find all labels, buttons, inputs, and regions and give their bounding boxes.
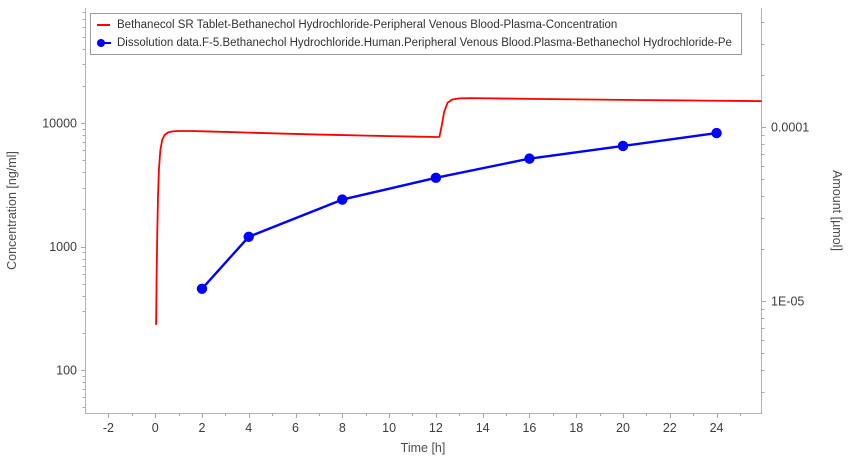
x-axis-label: Time [h] xyxy=(401,441,446,455)
blue-circle-marker-icon xyxy=(97,38,111,49)
chart-legend: Bethanecol SR Tablet-Bethanechol Hydroch… xyxy=(90,13,742,55)
data-point-marker xyxy=(196,283,208,294)
x-tick-label: 16 xyxy=(522,421,536,435)
y-axis-right-ticks xyxy=(762,22,766,393)
data-point-marker xyxy=(711,127,722,139)
x-tick-label: 10 xyxy=(382,421,396,435)
data-point-marker xyxy=(337,194,348,205)
data-point-marker xyxy=(430,172,442,184)
x-tick-label: 20 xyxy=(616,421,630,435)
data-point-marker xyxy=(524,153,535,164)
series-observed xyxy=(196,127,722,294)
y-axis-left-ticks xyxy=(81,12,85,408)
x-tick-label: 18 xyxy=(569,421,583,435)
y-left-axis-label: Concentration [ng/ml] xyxy=(5,151,19,270)
series-line xyxy=(200,131,718,290)
x-tick-label: -2 xyxy=(103,421,114,435)
x-tick-label: 8 xyxy=(339,421,346,435)
x-tick-label: 2 xyxy=(198,421,205,435)
data-point-marker xyxy=(243,231,254,242)
data-point-marker xyxy=(617,140,629,152)
y-left-tick-label: 100 xyxy=(56,364,77,378)
y-right-tick-label: 0.0001 xyxy=(771,120,809,134)
y-left-tick-label: 1000 xyxy=(49,240,77,254)
x-tick-label: 24 xyxy=(710,421,724,435)
legend-item-simulation: Bethanecol SR Tablet-Bethanechol Hydroch… xyxy=(97,16,735,34)
legend-label-observed: Dissolution data.F-5.Bethanechol Hydroch… xyxy=(117,37,732,49)
x-tick-label: 4 xyxy=(245,421,252,435)
x-tick-label: 22 xyxy=(663,421,677,435)
series-simulation xyxy=(155,97,762,326)
series-line xyxy=(155,97,762,326)
red-line-marker-icon xyxy=(97,20,111,31)
x-axis-ticks xyxy=(108,413,741,418)
x-tick-label: 0 xyxy=(152,421,159,435)
y-left-tick-label: 10000 xyxy=(42,117,77,131)
y-right-axis-label: Amount [µmol] xyxy=(830,170,844,251)
legend-item-observed: Dissolution data.F-5.Bethanechol Hydroch… xyxy=(97,34,735,52)
legend-label-simulation: Bethanecol SR Tablet-Bethanechol Hydroch… xyxy=(117,19,618,31)
x-tick-label: 12 xyxy=(429,421,443,435)
x-tick-label: 14 xyxy=(476,421,490,435)
axes xyxy=(85,8,762,414)
y-right-tick-label: 1E-05 xyxy=(771,294,804,308)
x-tick-label: 6 xyxy=(292,421,299,435)
